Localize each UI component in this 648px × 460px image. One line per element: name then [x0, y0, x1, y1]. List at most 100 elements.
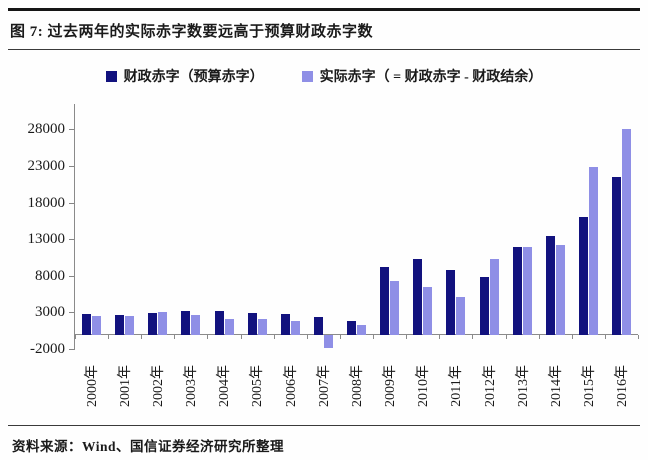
x-axis-label: 2001年: [107, 353, 140, 419]
bar-actual-deficit: [290, 321, 300, 336]
x-axis-label: 2005年: [240, 353, 273, 419]
year-group: [75, 104, 108, 350]
x-axis-label-text: 2002年: [150, 365, 166, 407]
x-axis-label: 2000年: [74, 353, 107, 419]
x-axis-label: 2009年: [373, 353, 406, 419]
year-group: [141, 104, 174, 350]
y-tick-mark: [69, 202, 74, 204]
x-axis-label: 2007年: [306, 353, 339, 419]
y-tick-label: -2000: [30, 341, 65, 357]
bar-actual-deficit: [489, 258, 499, 336]
bar-budget-deficit: [347, 321, 357, 336]
bar-budget-deficit: [413, 258, 423, 336]
bar-budget-deficit: [313, 316, 323, 336]
year-group: [373, 104, 406, 350]
y-tick-label: 3000: [35, 304, 65, 321]
x-axis-label: 2014年: [538, 353, 571, 419]
bar-budget-deficit: [247, 313, 257, 336]
x-axis-label-text: 2003年: [184, 365, 200, 407]
x-tick-mark: [339, 335, 341, 340]
y-tick-label: 23000: [27, 157, 66, 174]
x-axis-label: 2008年: [339, 353, 372, 419]
bar-budget-deficit: [612, 176, 622, 336]
bar-budget-deficit: [280, 313, 290, 336]
bar-actual-deficit: [224, 319, 234, 336]
year-group: [274, 104, 307, 350]
bar-actual-deficit: [588, 166, 598, 336]
x-axis-label-text: 2012年: [482, 365, 498, 407]
y-tick-mark: [69, 312, 74, 314]
x-axis-labels: 2000年 2001年 2002年 2003年 2004年 2005年 2006年 2007年…: [74, 353, 638, 419]
report-figure-page: 图 7: 过去两年的实际赤字数要远高于预算财政赤字数 财政赤字（预算赤字） 实际…: [0, 8, 648, 460]
x-tick-mark: [505, 335, 507, 340]
y-tick-label: 18000: [27, 194, 66, 211]
x-tick-mark: [141, 335, 143, 340]
x-tick-mark: [207, 335, 209, 340]
bar-actual-deficit: [423, 287, 433, 336]
bar-actual-deficit: [522, 247, 532, 336]
legend: 财政赤字（预算赤字） 实际赤字（ = 财政赤字 - 财政结余）: [0, 50, 648, 100]
x-axis-label: 2004年: [207, 353, 240, 419]
bar-budget-deficit: [479, 276, 489, 336]
y-tick-mark: [69, 349, 74, 350]
x-axis-label-text: 2001年: [117, 365, 133, 407]
bar-budget-deficit: [578, 216, 588, 336]
x-axis-label-text: 2010年: [416, 365, 432, 407]
x-tick-mark: [75, 335, 76, 340]
x-axis-label: 2006年: [273, 353, 306, 419]
x-axis-label-text: 2016年: [615, 365, 631, 407]
y-tick-label: 28000: [27, 121, 66, 138]
y-axis: -2000 3000 8000 13000 18000 23000 28000: [14, 104, 74, 357]
bar-chart: -2000 3000 8000 13000 18000 23000 28000 2000年 2…: [14, 104, 639, 419]
year-group: [439, 104, 472, 350]
x-axis-label: 2011年: [439, 353, 472, 419]
bar-budget-deficit: [148, 312, 158, 336]
legend-item-actual-deficit: 实际赤字（ = 财政赤字 - 财政结余）: [301, 66, 542, 86]
bar-budget-deficit: [380, 266, 390, 336]
x-axis-label: 2016年: [605, 353, 638, 419]
x-tick-mark: [240, 335, 242, 340]
legend-swatch-actual-deficit: [301, 70, 313, 82]
top-border-rule: [8, 8, 640, 11]
footer-separator-rule: [8, 425, 640, 426]
y-tick-mark: [69, 275, 74, 277]
x-axis-label: 2012年: [472, 353, 505, 419]
bar-actual-deficit: [92, 315, 102, 336]
x-tick-mark: [373, 335, 375, 340]
bar-budget-deficit: [446, 270, 456, 336]
x-tick-mark: [174, 335, 176, 340]
x-tick-mark: [604, 335, 606, 340]
bar-actual-deficit: [555, 244, 565, 336]
x-axis-label: 2010年: [406, 353, 439, 419]
x-axis-label-text: 2014年: [548, 365, 564, 407]
x-axis-label-text: 2009年: [383, 365, 399, 407]
year-group: [307, 104, 340, 350]
bar-actual-deficit: [125, 316, 135, 336]
x-axis-label-text: 2011年: [449, 365, 465, 407]
bar-actual-deficit: [622, 128, 632, 336]
year-group: [473, 104, 506, 350]
year-group: [605, 104, 638, 350]
plot-area: [74, 104, 639, 350]
y-tick-mark: [69, 129, 74, 131]
year-group: [340, 104, 373, 350]
x-axis-line: [75, 334, 638, 336]
bar-actual-deficit: [191, 314, 201, 336]
bar-actual-deficit: [257, 319, 267, 336]
bar-actual-deficit: [357, 325, 367, 336]
y-tick-label: 8000: [35, 267, 65, 284]
bar-groups: [75, 104, 638, 350]
x-tick-mark: [273, 335, 275, 340]
source-note: 资料来源：Wind、国信证券经济研究所整理: [12, 439, 285, 454]
x-tick-mark: [108, 335, 110, 340]
year-group: [506, 104, 539, 350]
x-tick-mark: [472, 335, 474, 340]
x-tick-mark: [439, 335, 441, 340]
legend-swatch-budget-deficit: [105, 70, 117, 82]
year-group: [406, 104, 439, 350]
bar-budget-deficit: [214, 311, 224, 336]
bar-actual-deficit: [390, 280, 400, 336]
x-axis-label-text: 2008年: [349, 365, 365, 407]
x-tick-mark: [306, 335, 308, 340]
x-axis-label: 2015年: [572, 353, 605, 419]
